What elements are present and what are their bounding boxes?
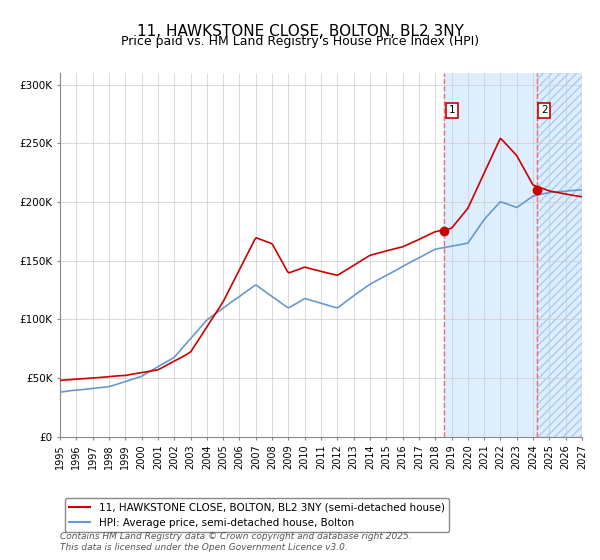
- Text: 2: 2: [541, 105, 548, 115]
- Text: 1: 1: [449, 105, 455, 115]
- Legend: 11, HAWKSTONE CLOSE, BOLTON, BL2 3NY (semi-detached house), HPI: Average price, : 11, HAWKSTONE CLOSE, BOLTON, BL2 3NY (se…: [65, 498, 449, 531]
- Bar: [445, 73, 582, 437]
- Text: Price paid vs. HM Land Registry's House Price Index (HPI): Price paid vs. HM Land Registry's House …: [121, 35, 479, 48]
- Text: 11, HAWKSTONE CLOSE, BOLTON, BL2 3NY: 11, HAWKSTONE CLOSE, BOLTON, BL2 3NY: [137, 24, 463, 39]
- Text: Contains HM Land Registry data © Crown copyright and database right 2025.
This d: Contains HM Land Registry data © Crown c…: [60, 532, 412, 552]
- Bar: [537, 73, 582, 437]
